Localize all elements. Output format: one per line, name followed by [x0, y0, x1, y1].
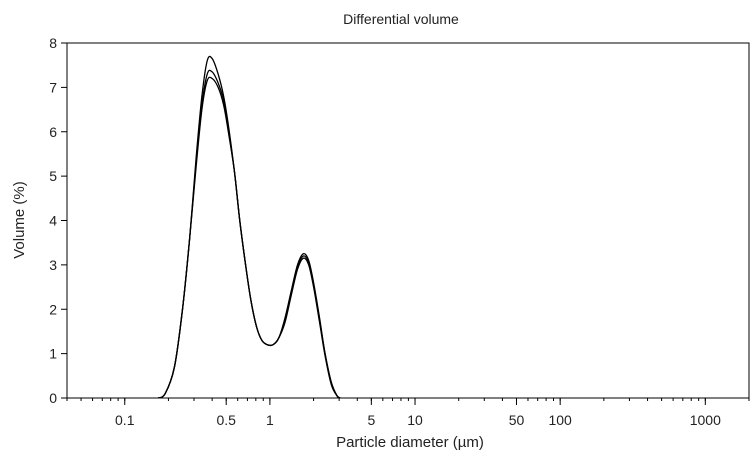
x-tick-label: 50 [509, 412, 525, 428]
x-tick-label: 5 [367, 412, 375, 428]
x-tick-label: 0.5 [216, 412, 236, 428]
y-tick-label: 0 [49, 390, 57, 406]
x-axis-title: Particle diameter (µm) [336, 434, 484, 451]
y-tick-label: 3 [49, 257, 57, 273]
x-tick-label: 0.1 [115, 412, 135, 428]
chart-title: Differential volume [343, 11, 459, 27]
y-tick-label: 6 [49, 124, 57, 140]
series-line [157, 69, 341, 399]
series-group [157, 55, 341, 399]
x-tick-label: 1 [266, 412, 274, 428]
y-tick-label: 8 [49, 35, 57, 51]
y-tick-label: 7 [49, 79, 57, 95]
x-axis: 0.1 0.5 1 5 10 50 100 1000 [66, 398, 750, 428]
y-tick-label: 2 [49, 301, 57, 317]
series-line [157, 55, 341, 399]
x-tick-label: 10 [407, 412, 423, 428]
y-axis: 0 1 2 3 4 5 6 7 8 [49, 35, 67, 406]
y-tick-label: 5 [49, 168, 57, 184]
x-tick-label: 100 [548, 412, 572, 428]
series-line [157, 76, 341, 399]
y-tick-label: 4 [49, 213, 57, 229]
plot-frame [66, 42, 750, 399]
y-axis-title: Volume (%) [11, 181, 28, 259]
y-tick-label: 1 [49, 346, 57, 362]
x-tick-label: 1000 [690, 412, 721, 428]
